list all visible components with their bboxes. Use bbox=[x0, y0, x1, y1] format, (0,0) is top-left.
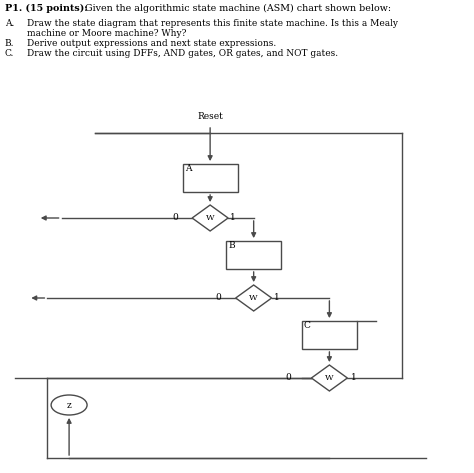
Text: 0: 0 bbox=[216, 293, 221, 302]
Text: B.: B. bbox=[5, 39, 14, 48]
Text: A: A bbox=[184, 164, 191, 173]
Polygon shape bbox=[311, 365, 347, 391]
Bar bbox=[302, 321, 357, 349]
Text: Draw the circuit using DFFs, AND gates, OR gates, and NOT gates.: Draw the circuit using DFFs, AND gates, … bbox=[27, 49, 337, 58]
Bar bbox=[182, 164, 237, 192]
Text: Draw the state diagram that represents this finite state machine. Is this a Meal: Draw the state diagram that represents t… bbox=[27, 19, 398, 28]
Text: 0: 0 bbox=[172, 213, 178, 222]
Text: Derive output expressions and next state expressions.: Derive output expressions and next state… bbox=[27, 39, 276, 48]
Text: Given the algorithmic state machine (ASM) chart shown below:: Given the algorithmic state machine (ASM… bbox=[82, 4, 392, 13]
Text: C.: C. bbox=[5, 49, 14, 58]
Text: B: B bbox=[228, 241, 235, 250]
Text: z: z bbox=[67, 401, 72, 410]
Text: W: W bbox=[325, 374, 334, 382]
Text: 0: 0 bbox=[286, 373, 292, 382]
Text: A.: A. bbox=[5, 19, 14, 28]
Text: 1: 1 bbox=[351, 373, 357, 382]
Text: W: W bbox=[249, 294, 258, 302]
Ellipse shape bbox=[51, 395, 87, 415]
Text: machine or Moore machine? Why?: machine or Moore machine? Why? bbox=[27, 29, 186, 38]
Text: 1: 1 bbox=[273, 293, 279, 302]
Text: Reset: Reset bbox=[197, 112, 223, 121]
Polygon shape bbox=[236, 285, 272, 311]
Text: 1: 1 bbox=[230, 213, 236, 222]
Polygon shape bbox=[192, 205, 228, 231]
Text: C: C bbox=[304, 321, 311, 330]
Text: P1. (15 points):: P1. (15 points): bbox=[5, 4, 88, 13]
Text: W: W bbox=[206, 214, 214, 222]
Bar bbox=[226, 241, 281, 269]
